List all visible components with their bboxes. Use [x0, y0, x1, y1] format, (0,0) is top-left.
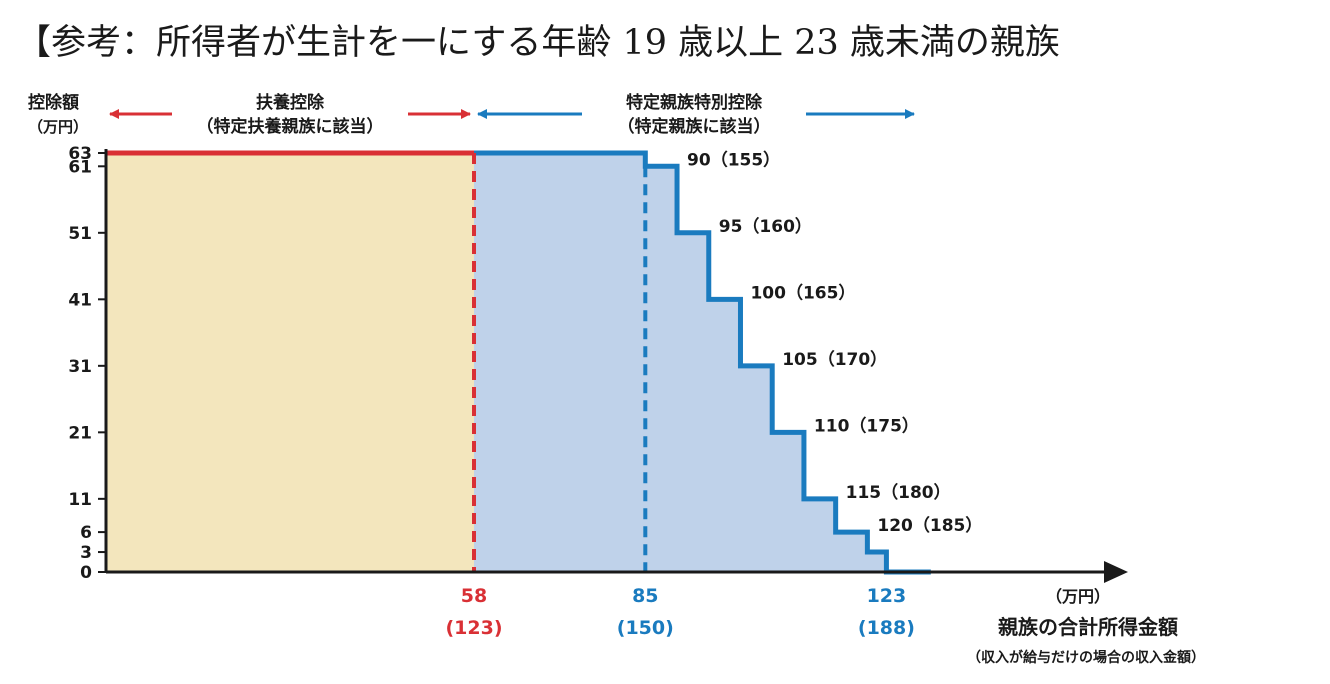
step-label: 100（165）	[750, 282, 855, 303]
dependent-deduction-sub: （特定扶養親族に該当）	[197, 116, 384, 137]
y-axis-label: 控除額	[28, 92, 79, 113]
y-tick-label: 6	[80, 523, 92, 543]
y-tick-label: 41	[68, 290, 92, 310]
step-label: 110（175）	[814, 415, 919, 436]
special-deduction-title: 特定親族特別控除	[626, 92, 763, 113]
y-tick-label: 21	[68, 423, 92, 443]
x-axis-arrowhead	[1104, 561, 1128, 583]
y-tick-label: 61	[68, 157, 92, 177]
y-tick-label: 11	[68, 490, 92, 510]
x-axis-sub-label: （収入が給与だけの場合の収入金額）	[967, 649, 1205, 666]
step-label: 95（160）	[719, 216, 812, 237]
step-label: 115（180）	[846, 482, 951, 503]
special-deduction-sub: （特定親族に該当）	[618, 116, 771, 137]
dependent-deduction-area	[106, 153, 474, 572]
y-tick-label: 63	[68, 144, 92, 164]
y-tick-label: 0	[80, 563, 92, 583]
step-label: 120（185）	[877, 515, 982, 536]
x-marker-income: (150)	[617, 617, 674, 639]
y-axis-unit: （万円）	[28, 118, 88, 136]
x-marker-value: 123	[867, 585, 907, 607]
x-marker-value: 58	[461, 585, 487, 607]
y-tick-label: 51	[68, 224, 92, 244]
x-axis-label: 親族の合計所得金額	[998, 615, 1178, 639]
x-marker-value: 85	[632, 585, 658, 607]
x-marker-income: (188)	[858, 617, 915, 639]
page-title: 【参考：所得者が生計を一にする年齢 19 歳以上 23 歳未満の親族	[16, 23, 1060, 63]
step-label: 105（170）	[782, 349, 887, 370]
x-marker-income: (123)	[445, 617, 502, 639]
special-deduction-area	[474, 153, 931, 572]
special-deduction-line	[474, 150, 931, 575]
y-tick-label: 3	[80, 543, 92, 563]
dependent-deduction-title: 扶養控除	[256, 92, 325, 113]
step-label: 90（155）	[687, 149, 780, 170]
y-tick-label: 31	[68, 357, 92, 377]
x-axis-unit: （万円）	[1046, 587, 1110, 606]
